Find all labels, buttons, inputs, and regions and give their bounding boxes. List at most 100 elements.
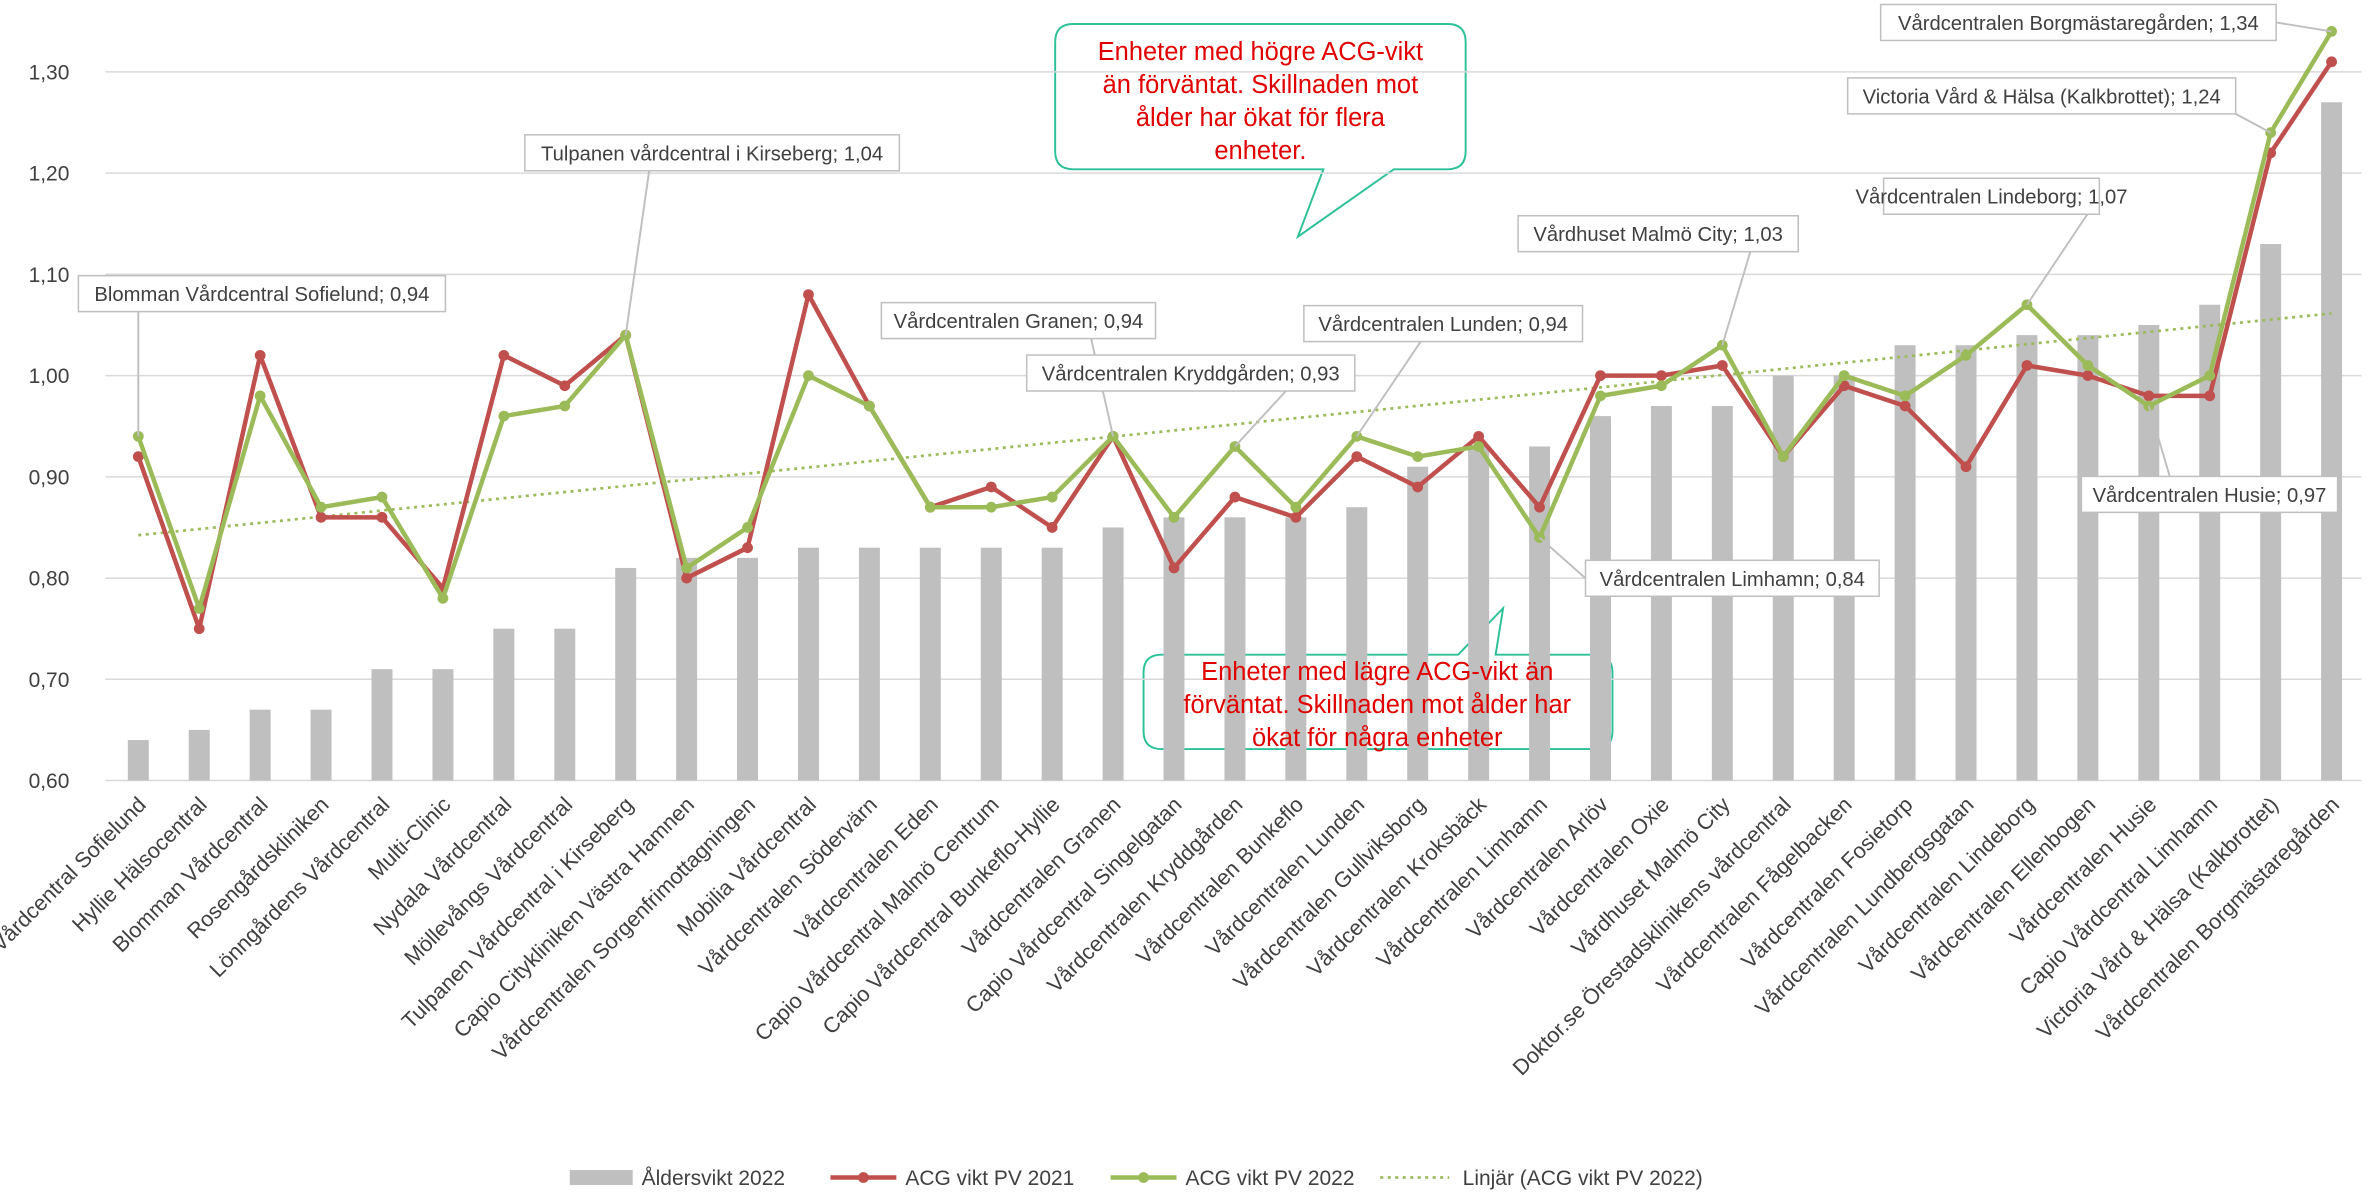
annotation-box <box>77 274 447 313</box>
legend-label: ACG vikt PV 2022 <box>1186 1167 1355 1190</box>
point <box>803 370 814 381</box>
bar <box>797 547 819 781</box>
point <box>1899 390 1911 402</box>
leader-line <box>1721 251 1752 346</box>
annotation-box <box>1846 77 2237 115</box>
point <box>254 349 266 361</box>
annotation-label: Vårdcentralen Limhamn; 0,84 <box>1600 569 1865 591</box>
point <box>437 592 449 604</box>
y-tick-label: 1,00 <box>29 365 70 388</box>
point <box>132 451 144 462</box>
point <box>2326 56 2337 68</box>
point <box>2082 370 2094 381</box>
callout-text: ökat för några enheter <box>1252 724 1503 752</box>
bar <box>2138 324 2160 781</box>
bar <box>2321 102 2343 781</box>
bar <box>737 557 759 781</box>
y-tick-label: 1,10 <box>29 264 70 287</box>
bar <box>1955 345 1977 781</box>
point <box>376 491 388 503</box>
callout-text: Enheter med högre ACG-vikt <box>1098 38 1423 66</box>
point <box>1107 430 1119 442</box>
annotation-label: Vårdcentralen Borgmästaregården; 1,34 <box>1898 13 2259 35</box>
point <box>803 289 814 301</box>
point <box>193 623 205 635</box>
point <box>315 501 327 513</box>
point <box>1168 562 1180 574</box>
point <box>1960 349 1972 361</box>
point <box>315 511 327 523</box>
point <box>498 410 510 422</box>
bar <box>919 547 941 781</box>
legend-swatch <box>858 1172 869 1183</box>
legend-label: Linjär (ACG vikt PV 2022) <box>1463 1167 1703 1190</box>
y-tick-label: 1,20 <box>29 163 70 186</box>
callout-text: ålder har ökat för flera <box>1136 104 1386 132</box>
annotation-box <box>1517 214 1799 253</box>
bar <box>2077 335 2099 781</box>
annotation-box <box>1025 354 1356 392</box>
leader-line <box>1538 536 1587 580</box>
point <box>1899 400 1911 412</box>
y-tick-label: 0,60 <box>29 770 70 793</box>
legend-swatch <box>1138 1172 1149 1183</box>
point <box>864 400 875 412</box>
bar <box>493 628 515 781</box>
bar <box>1346 507 1368 781</box>
annotation-label: Tulpanen vårdcentral i Kirseberg; 1,04 <box>541 143 883 165</box>
point <box>2204 390 2216 402</box>
bar <box>1285 517 1307 781</box>
point <box>2143 390 2155 402</box>
point <box>559 380 571 392</box>
point <box>2082 360 2094 371</box>
leader-line <box>2275 21 2332 33</box>
annotation-label: Vårdcentralen Husie; 0,97 <box>2093 485 2327 507</box>
callout-text: förväntat. Skillnaden mot ålder har <box>1183 691 1571 719</box>
annotation-label: Vårdcentralen Lindeborg; 1,07 <box>1855 187 2127 209</box>
point <box>559 400 571 412</box>
point <box>924 501 936 513</box>
annotation-box <box>2080 475 2339 514</box>
point <box>1473 430 1485 442</box>
point <box>1412 451 1424 462</box>
point <box>1046 522 1058 533</box>
point <box>681 572 693 584</box>
bar <box>310 709 332 781</box>
point <box>1595 370 1606 381</box>
bar <box>615 567 637 781</box>
bar <box>1407 466 1429 781</box>
bar <box>858 547 880 781</box>
annotation-label: Blomman Vårdcentral Sofielund; 0,94 <box>94 284 429 306</box>
legend-label: ACG vikt PV 2021 <box>905 1167 1074 1190</box>
callout-text: enheter. <box>1214 137 1306 165</box>
bar <box>980 547 1002 781</box>
point <box>1351 451 1363 462</box>
bar <box>2199 304 2221 781</box>
point <box>498 349 510 361</box>
y-tick-label: 0,70 <box>29 669 70 692</box>
leader-line <box>1234 390 1287 448</box>
bar <box>2016 335 2038 781</box>
point <box>681 562 693 574</box>
point <box>254 390 266 402</box>
bar <box>371 669 393 781</box>
bar <box>554 628 576 781</box>
point <box>376 511 388 523</box>
callout-text: än förväntat. Skillnaden mot <box>1103 71 1419 99</box>
bar <box>127 740 149 781</box>
annotation-label: Vårdcentralen Granen; 0,94 <box>894 311 1144 333</box>
point <box>1838 380 1850 392</box>
point <box>1534 501 1545 513</box>
bar <box>188 729 210 781</box>
bar <box>676 557 698 781</box>
callout-bubble <box>1054 22 1467 240</box>
bar <box>1163 517 1185 781</box>
point <box>2204 370 2216 381</box>
annotation-label: Vårdcentralen Lunden; 0,94 <box>1318 314 1568 336</box>
annotation-box <box>1879 3 2277 42</box>
point <box>1168 511 1180 523</box>
y-tick-label: 0,90 <box>29 466 70 489</box>
bar <box>1102 527 1124 781</box>
